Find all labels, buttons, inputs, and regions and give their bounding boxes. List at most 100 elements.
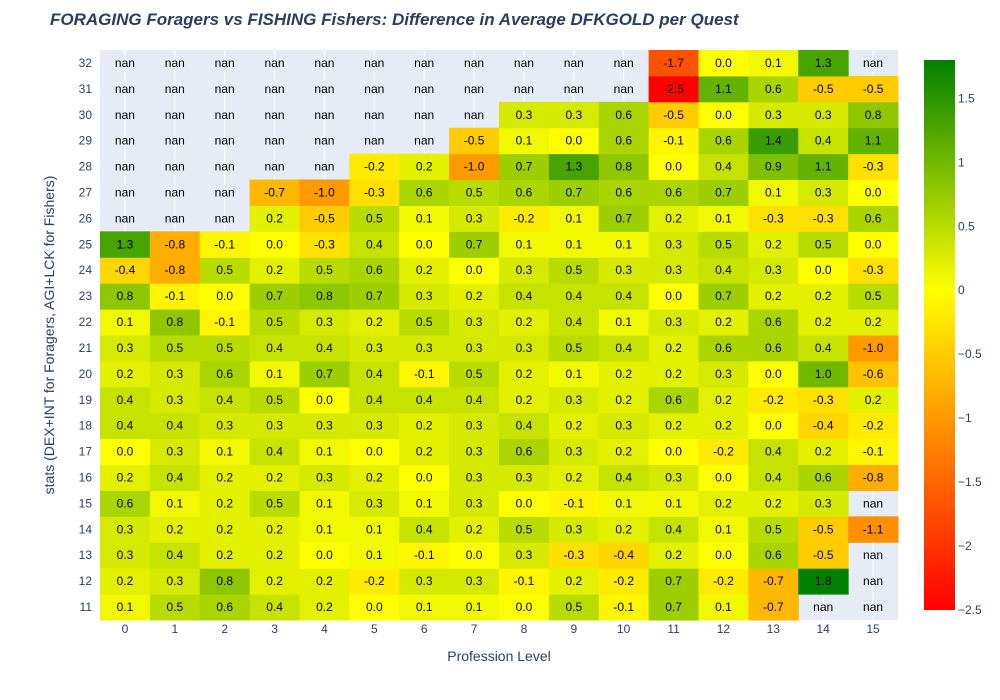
heatmap-cell — [449, 231, 500, 258]
cell-label: 0.4 — [266, 341, 283, 355]
y-tick-label: 22 — [79, 315, 93, 329]
heatmap-cell — [399, 386, 450, 414]
cell-label: 0.5 — [366, 211, 383, 225]
heatmap-cell — [848, 127, 899, 155]
heatmap-cell — [349, 568, 400, 595]
cell-label: 0.3 — [665, 263, 682, 277]
heatmap-cell — [199, 568, 251, 595]
heatmap-cell — [499, 153, 550, 181]
cell-label: -0.7 — [763, 600, 784, 614]
cell-label: 0.2 — [665, 367, 682, 381]
cell-label: nan — [115, 82, 135, 96]
heatmap-cell — [149, 283, 201, 310]
cell-label: 0.7 — [665, 600, 682, 614]
heatmap-cell — [299, 542, 350, 569]
heatmap-cell — [548, 568, 600, 595]
cell-label: 0.2 — [815, 445, 832, 459]
heatmap-cell — [848, 412, 899, 440]
cell-label: nan — [614, 56, 634, 70]
cell-label: 0.3 — [665, 315, 682, 329]
cell-label: -0.2 — [713, 574, 734, 588]
heatmap-cell — [199, 542, 251, 569]
heatmap-cell — [848, 153, 899, 181]
cell-label: 0.4 — [216, 393, 233, 407]
cell-label: 0.3 — [715, 367, 732, 381]
cell-label: nan — [364, 82, 384, 96]
heatmap-cell — [748, 568, 799, 595]
cell-label: 0.3 — [765, 263, 782, 277]
cell-label: 0.1 — [565, 367, 582, 381]
cell-label: 0.3 — [416, 341, 433, 355]
x-tick-label: 10 — [617, 622, 631, 636]
cell-label: 0.2 — [117, 367, 134, 381]
cell-label: 0.4 — [615, 289, 632, 303]
cell-label: 0.1 — [715, 522, 732, 536]
cell-label: 0.6 — [665, 186, 682, 200]
heatmap-cell — [449, 127, 500, 155]
cell-label: nan — [514, 56, 534, 70]
heatmap-cell — [499, 257, 550, 284]
heatmap-cell — [349, 283, 400, 310]
cell-label: 0.0 — [416, 237, 433, 251]
cell-label: 1.0 — [815, 367, 832, 381]
heatmap-cell — [499, 283, 550, 310]
cell-label: 0.3 — [565, 108, 582, 122]
cell-label: 0.1 — [316, 496, 333, 510]
cell-label: 0.0 — [665, 160, 682, 174]
cell-label: 0.0 — [715, 108, 732, 122]
heatmap-cell — [748, 75, 799, 103]
heatmap-cell — [149, 231, 201, 258]
heatmap-cell — [648, 594, 700, 621]
cell-label: 0.0 — [117, 445, 134, 459]
heatmap-cell — [449, 309, 500, 336]
heatmap-cell — [299, 568, 350, 595]
heatmap-cell — [548, 231, 600, 258]
heatmap-cell — [598, 438, 650, 466]
heatmap-cell — [548, 490, 600, 517]
colorbar-tick-label: −2.5 — [958, 603, 982, 617]
heatmap-cell — [698, 101, 749, 129]
cell-label: 1.3 — [565, 160, 582, 174]
heatmap-cell — [648, 50, 700, 77]
heatmap-cell — [449, 360, 500, 388]
cell-label: 0.3 — [316, 471, 333, 485]
heatmap-cell — [349, 438, 400, 466]
heatmap-cell — [548, 386, 600, 414]
heatmap-cell — [798, 50, 849, 77]
heatmap-cell — [748, 516, 799, 543]
cell-labels: 0.1 0.5 0.6 0.4 0.2 0.0 0.1 0.1 0.0 0.5 -0.1 0.7 0.1… — [115, 56, 884, 614]
cell-label: 0.1 — [615, 315, 632, 329]
heatmap-cell — [798, 360, 849, 388]
heatmap-cell — [648, 438, 700, 466]
cell-label: 0.4 — [266, 600, 283, 614]
heatmap-cell — [598, 127, 650, 155]
cell-label: -0.2 — [863, 419, 884, 433]
cell-label: 0.6 — [765, 315, 782, 329]
cell-label: 0.2 — [815, 315, 832, 329]
cell-label: 0.2 — [516, 393, 533, 407]
heatmap-cell — [399, 464, 450, 491]
cell-label: nan — [265, 134, 285, 148]
cell-label: nan — [215, 134, 235, 148]
colorbar-tick-label: 0 — [958, 283, 965, 297]
cell-label: 0.4 — [765, 471, 782, 485]
cell-label: 0.2 — [665, 419, 682, 433]
cell-label: 0.4 — [565, 289, 582, 303]
heatmap-cell — [798, 542, 849, 569]
heatmap-cell — [449, 542, 500, 569]
cell-label: 0.5 — [815, 237, 832, 251]
heatmap-cell — [349, 412, 400, 440]
heatmap-cell — [499, 309, 550, 336]
cell-label: nan — [314, 134, 334, 148]
heatmap-cell — [748, 464, 799, 491]
cell-label: 0.2 — [865, 315, 882, 329]
cell-label: 1.1 — [865, 134, 882, 148]
cell-label: 0.2 — [216, 548, 233, 562]
heatmap-cell — [698, 490, 749, 517]
heatmap-cell — [698, 75, 749, 103]
cell-label: 0.7 — [516, 160, 533, 174]
y-tick-label: 14 — [79, 522, 93, 536]
cell-label: 0.5 — [316, 263, 333, 277]
cell-label: -1.0 — [314, 186, 335, 200]
cell-label: nan — [215, 160, 235, 174]
